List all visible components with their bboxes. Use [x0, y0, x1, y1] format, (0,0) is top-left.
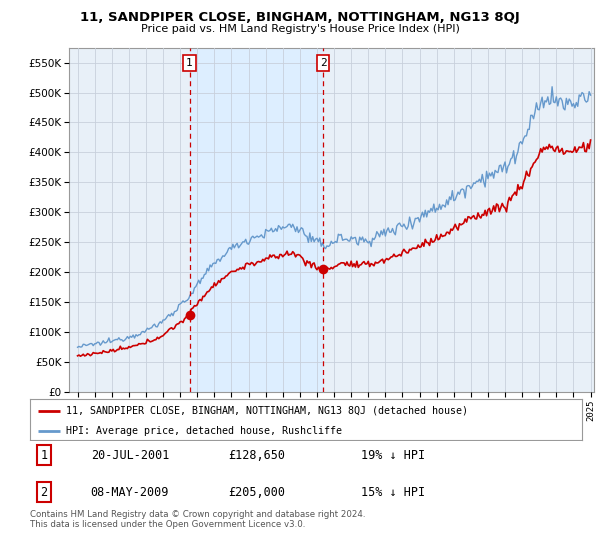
Text: 20-JUL-2001: 20-JUL-2001	[91, 449, 169, 462]
Text: Price paid vs. HM Land Registry's House Price Index (HPI): Price paid vs. HM Land Registry's House …	[140, 24, 460, 34]
Text: 11, SANDPIPER CLOSE, BINGHAM, NOTTINGHAM, NG13 8QJ (detached house): 11, SANDPIPER CLOSE, BINGHAM, NOTTINGHAM…	[66, 405, 468, 416]
Text: 2: 2	[40, 486, 47, 499]
Text: 2: 2	[320, 58, 326, 68]
Text: 1: 1	[40, 449, 47, 462]
Text: 11, SANDPIPER CLOSE, BINGHAM, NOTTINGHAM, NG13 8QJ: 11, SANDPIPER CLOSE, BINGHAM, NOTTINGHAM…	[80, 11, 520, 24]
Text: £205,000: £205,000	[229, 486, 286, 499]
Bar	[190, 48, 323, 392]
Text: 1: 1	[186, 58, 193, 68]
Text: 15% ↓ HPI: 15% ↓ HPI	[361, 486, 425, 499]
Text: HPI: Average price, detached house, Rushcliffe: HPI: Average price, detached house, Rush…	[66, 426, 342, 436]
Text: Contains HM Land Registry data © Crown copyright and database right 2024.
This d: Contains HM Land Registry data © Crown c…	[30, 510, 365, 529]
Text: £128,650: £128,650	[229, 449, 286, 462]
Text: 19% ↓ HPI: 19% ↓ HPI	[361, 449, 425, 462]
Text: 08-MAY-2009: 08-MAY-2009	[91, 486, 169, 499]
